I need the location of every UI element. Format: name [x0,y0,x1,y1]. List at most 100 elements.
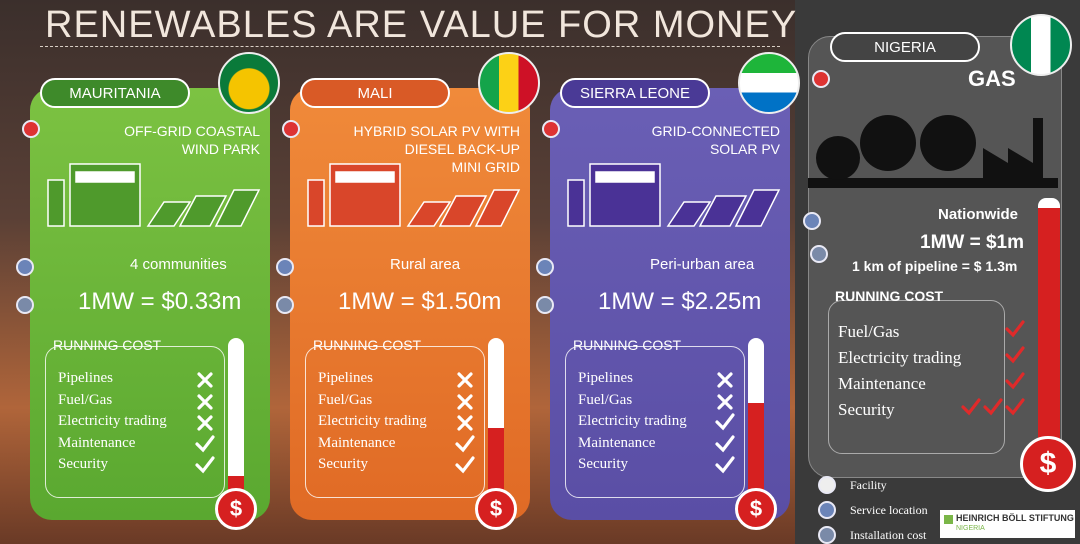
cost-item: Security [58,456,108,473]
title-rule [40,46,780,47]
installation-cost: 1MW = $2.25m [598,288,761,316]
cost-item: Fuel/Gas [318,392,372,409]
logo-country: NIGERIA [956,525,985,532]
logo: HEINRICH BÖLL STIFTUNG NIGERIA [940,510,1075,538]
flag [738,52,800,114]
country-pill: MAURITANIA [40,78,190,108]
cost-item: Electricity trading [578,413,687,430]
location: 4 communities [130,256,227,273]
thermometer-bulb: $ [215,488,257,530]
cross-mark [455,414,475,432]
legend-label: Service location [850,503,928,518]
check-mark [715,456,735,474]
check-mark [1005,346,1025,364]
running-cost-label: RUNNING COST [570,337,684,353]
thermometer-bulb: $ [735,488,777,530]
fuel: GAS [968,66,1016,92]
cost-item: Security [318,456,368,473]
title: RENEWABLES ARE VALUE FOR MONEY [45,4,797,47]
facility-icon [282,120,300,138]
running-cost-label: RUNNING COST [310,337,424,353]
logo-icon [944,515,953,524]
installation-cost: 1MW = $1.50m [338,288,501,316]
service-icon [276,258,294,276]
flag [1010,14,1072,76]
cross-mark [455,393,475,411]
cost-item: Fuel/Gas [578,392,632,409]
check-mark [1005,320,1025,338]
check-mark [1005,398,1025,416]
facility-icon [542,120,560,138]
service-icon [536,258,554,276]
thermometer-bulb: $ [475,488,517,530]
check-mark [715,413,735,431]
legend-label: Facility [850,478,887,493]
running-cost-label: RUNNING COST [50,337,164,353]
cost-item: Pipelines [58,370,113,387]
cost-item: Fuel/Gas [58,392,112,409]
facility-icon [812,70,830,88]
cost-item: Electricity trading [838,348,961,368]
description-line: HYBRID SOLAR PV WITH [330,122,520,140]
thermometer-bulb: $ [1020,436,1076,492]
install-icon [276,296,294,314]
service-icon [16,258,34,276]
cost-item: Pipelines [578,370,633,387]
pipeline-cost: 1 km of pipeline = $ 1.3m [852,258,1017,274]
location: Rural area [390,256,460,273]
legend-icon [818,501,836,519]
cost-item: Security [838,400,895,420]
location: Peri-urban area [650,256,754,273]
cost-item: Electricity trading [318,413,427,430]
cost-item: Maintenance [838,374,926,394]
install-icon [810,245,828,263]
check-mark [715,435,735,453]
thermometer-tube [488,338,504,498]
installation-cost: 1MW = $1m [920,232,1024,254]
cost-item: Electricity trading [58,413,167,430]
description-line: GRID-CONNECTED [590,122,780,140]
cross-mark [715,393,735,411]
flag [218,52,280,114]
check-mark [961,398,981,416]
gas-plant-illustration [808,108,1058,188]
legend-label: Installation cost [850,528,926,543]
thermometer-fill [748,403,764,498]
cross-mark [195,414,215,432]
check-mark [1005,372,1025,390]
cost-item: Maintenance [58,435,135,452]
facility-illustration [300,150,525,230]
location: Nationwide [938,206,1018,223]
thermometer-tube [748,338,764,498]
installation-cost: 1MW = $0.33m [78,288,241,316]
cross-mark [195,393,215,411]
country-pill: MALI [300,78,450,108]
facility-illustration [40,150,265,230]
logo-name: HEINRICH BÖLL STIFTUNG [956,513,1074,523]
thermometer-tube [228,338,244,498]
thermometer-fill [1038,208,1060,448]
flag [478,52,540,114]
facility-icon [22,120,40,138]
check-mark [455,456,475,474]
infographic: RENEWABLES ARE VALUE FOR MONEY MAURITANI… [0,0,1080,544]
check-mark [195,456,215,474]
cross-mark [715,371,735,389]
cost-item: Maintenance [318,435,395,452]
thermometer-tube [1038,198,1060,448]
cost-item: Fuel/Gas [838,322,899,342]
install-icon [16,296,34,314]
check-mark [195,435,215,453]
check-mark [983,398,1003,416]
facility-illustration [560,150,785,230]
description-line: OFF-GRID COASTAL [70,122,260,140]
check-mark [455,435,475,453]
country-pill: SIERRA LEONE [560,78,710,108]
cost-item: Maintenance [578,435,655,452]
cross-mark [195,371,215,389]
legend-icon [818,476,836,494]
cross-mark [455,371,475,389]
country-pill: NIGERIA [830,32,980,62]
service-icon [803,212,821,230]
cost-item: Pipelines [318,370,373,387]
